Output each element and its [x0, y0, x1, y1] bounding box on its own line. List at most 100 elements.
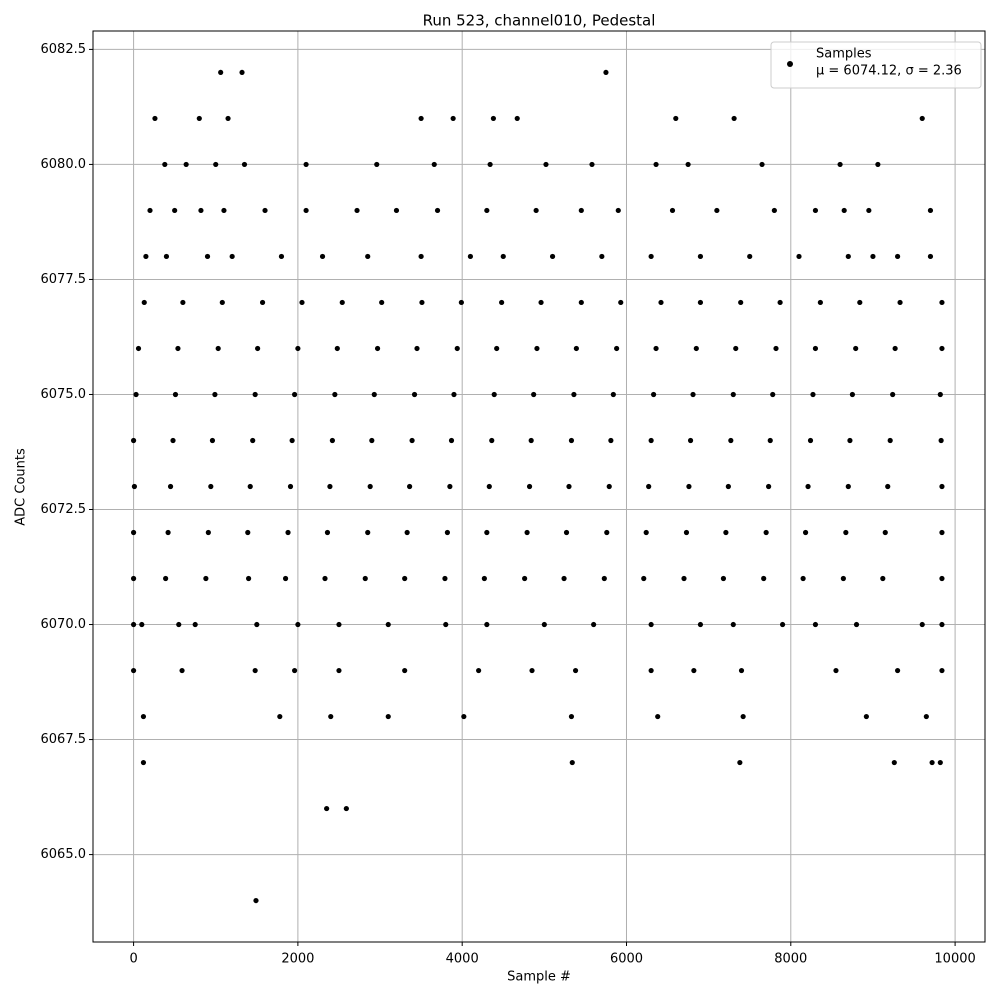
data-point [723, 529, 729, 536]
data-point [533, 207, 539, 214]
data-point [130, 667, 137, 674]
data-point [937, 391, 943, 398]
data-point [812, 207, 819, 214]
data-point [690, 391, 696, 398]
data-point [204, 253, 211, 260]
data-point [615, 207, 621, 214]
data-point [461, 713, 467, 720]
data-point [651, 391, 657, 398]
data-point [450, 115, 456, 122]
data-point [939, 483, 945, 490]
data-point [229, 253, 235, 260]
data-point [770, 391, 776, 398]
data-point [643, 529, 649, 536]
data-point [130, 529, 137, 536]
data-point [885, 483, 891, 490]
data-point [847, 437, 853, 444]
data-point [328, 713, 334, 720]
x-tick-label: 2000 [281, 952, 314, 967]
data-point [800, 575, 806, 582]
data-point [489, 437, 495, 444]
data-point [733, 345, 739, 352]
data-point [601, 575, 607, 582]
data-point [143, 253, 149, 260]
data-point [393, 207, 400, 214]
data-point [543, 161, 549, 168]
data-point [192, 621, 198, 628]
data-point [262, 207, 268, 214]
data-point [697, 621, 704, 628]
data-point [215, 345, 221, 352]
data-point [929, 759, 935, 766]
data-point [731, 115, 737, 122]
data-point [285, 529, 291, 536]
data-point [779, 621, 786, 628]
data-point [648, 667, 654, 674]
data-point [720, 575, 727, 582]
data-point [870, 253, 876, 260]
data-point [730, 391, 736, 398]
data-point [447, 483, 453, 490]
data-point [402, 575, 408, 582]
data-point [522, 575, 528, 582]
data-point [374, 345, 381, 352]
y-tick-label: 6077.5 [41, 272, 87, 287]
data-point [843, 529, 849, 536]
data-point [162, 161, 168, 168]
data-point [487, 161, 493, 168]
data-point [322, 575, 328, 582]
data-point [725, 483, 731, 490]
plot-area: 0 2000 4000 6000 8000 10000 6065.0 6067.5 6070.0… [41, 31, 985, 967]
data-point [919, 621, 925, 628]
data-point [853, 621, 860, 628]
data-point [761, 575, 767, 582]
data-point [648, 253, 654, 260]
data-point [578, 299, 584, 306]
data-point [245, 529, 251, 536]
data-point [277, 713, 283, 720]
data-point [198, 207, 204, 214]
legend-note: μ = 6074.12, σ = 2.36 [816, 64, 962, 79]
data-point [205, 529, 211, 536]
y-axis-label: ADC Counts [14, 448, 29, 526]
x-tick-label: 8000 [774, 952, 807, 967]
data-point [500, 253, 506, 260]
data-point [484, 529, 490, 536]
data-point [763, 529, 769, 536]
data-point [927, 253, 934, 260]
data-point [481, 575, 487, 582]
data-point [369, 437, 375, 444]
data-point [339, 299, 345, 306]
data-point [135, 345, 142, 352]
data-point [875, 161, 881, 168]
data-point [332, 391, 338, 398]
data-point [568, 713, 575, 720]
data-point [937, 759, 943, 766]
data-point [771, 207, 777, 214]
data-point [759, 161, 765, 168]
data-point [374, 161, 380, 168]
data-point [840, 575, 846, 582]
data-point [578, 207, 584, 214]
data-point [295, 621, 301, 628]
data-point [939, 621, 945, 628]
data-point [336, 667, 342, 674]
x-tick-label: 6000 [610, 952, 643, 967]
data-point [573, 345, 579, 352]
data-point [514, 115, 520, 122]
data-point [252, 391, 258, 398]
data-point [431, 161, 437, 168]
legend-label: Samples [816, 47, 872, 62]
data-point [526, 483, 533, 490]
data-point [385, 621, 391, 628]
data-point [499, 299, 505, 306]
data-point [179, 667, 185, 674]
data-point [131, 483, 138, 490]
data-point [448, 437, 455, 444]
data-point [740, 713, 746, 720]
data-point [669, 207, 676, 214]
data-point [648, 621, 654, 628]
data-point [685, 161, 691, 168]
